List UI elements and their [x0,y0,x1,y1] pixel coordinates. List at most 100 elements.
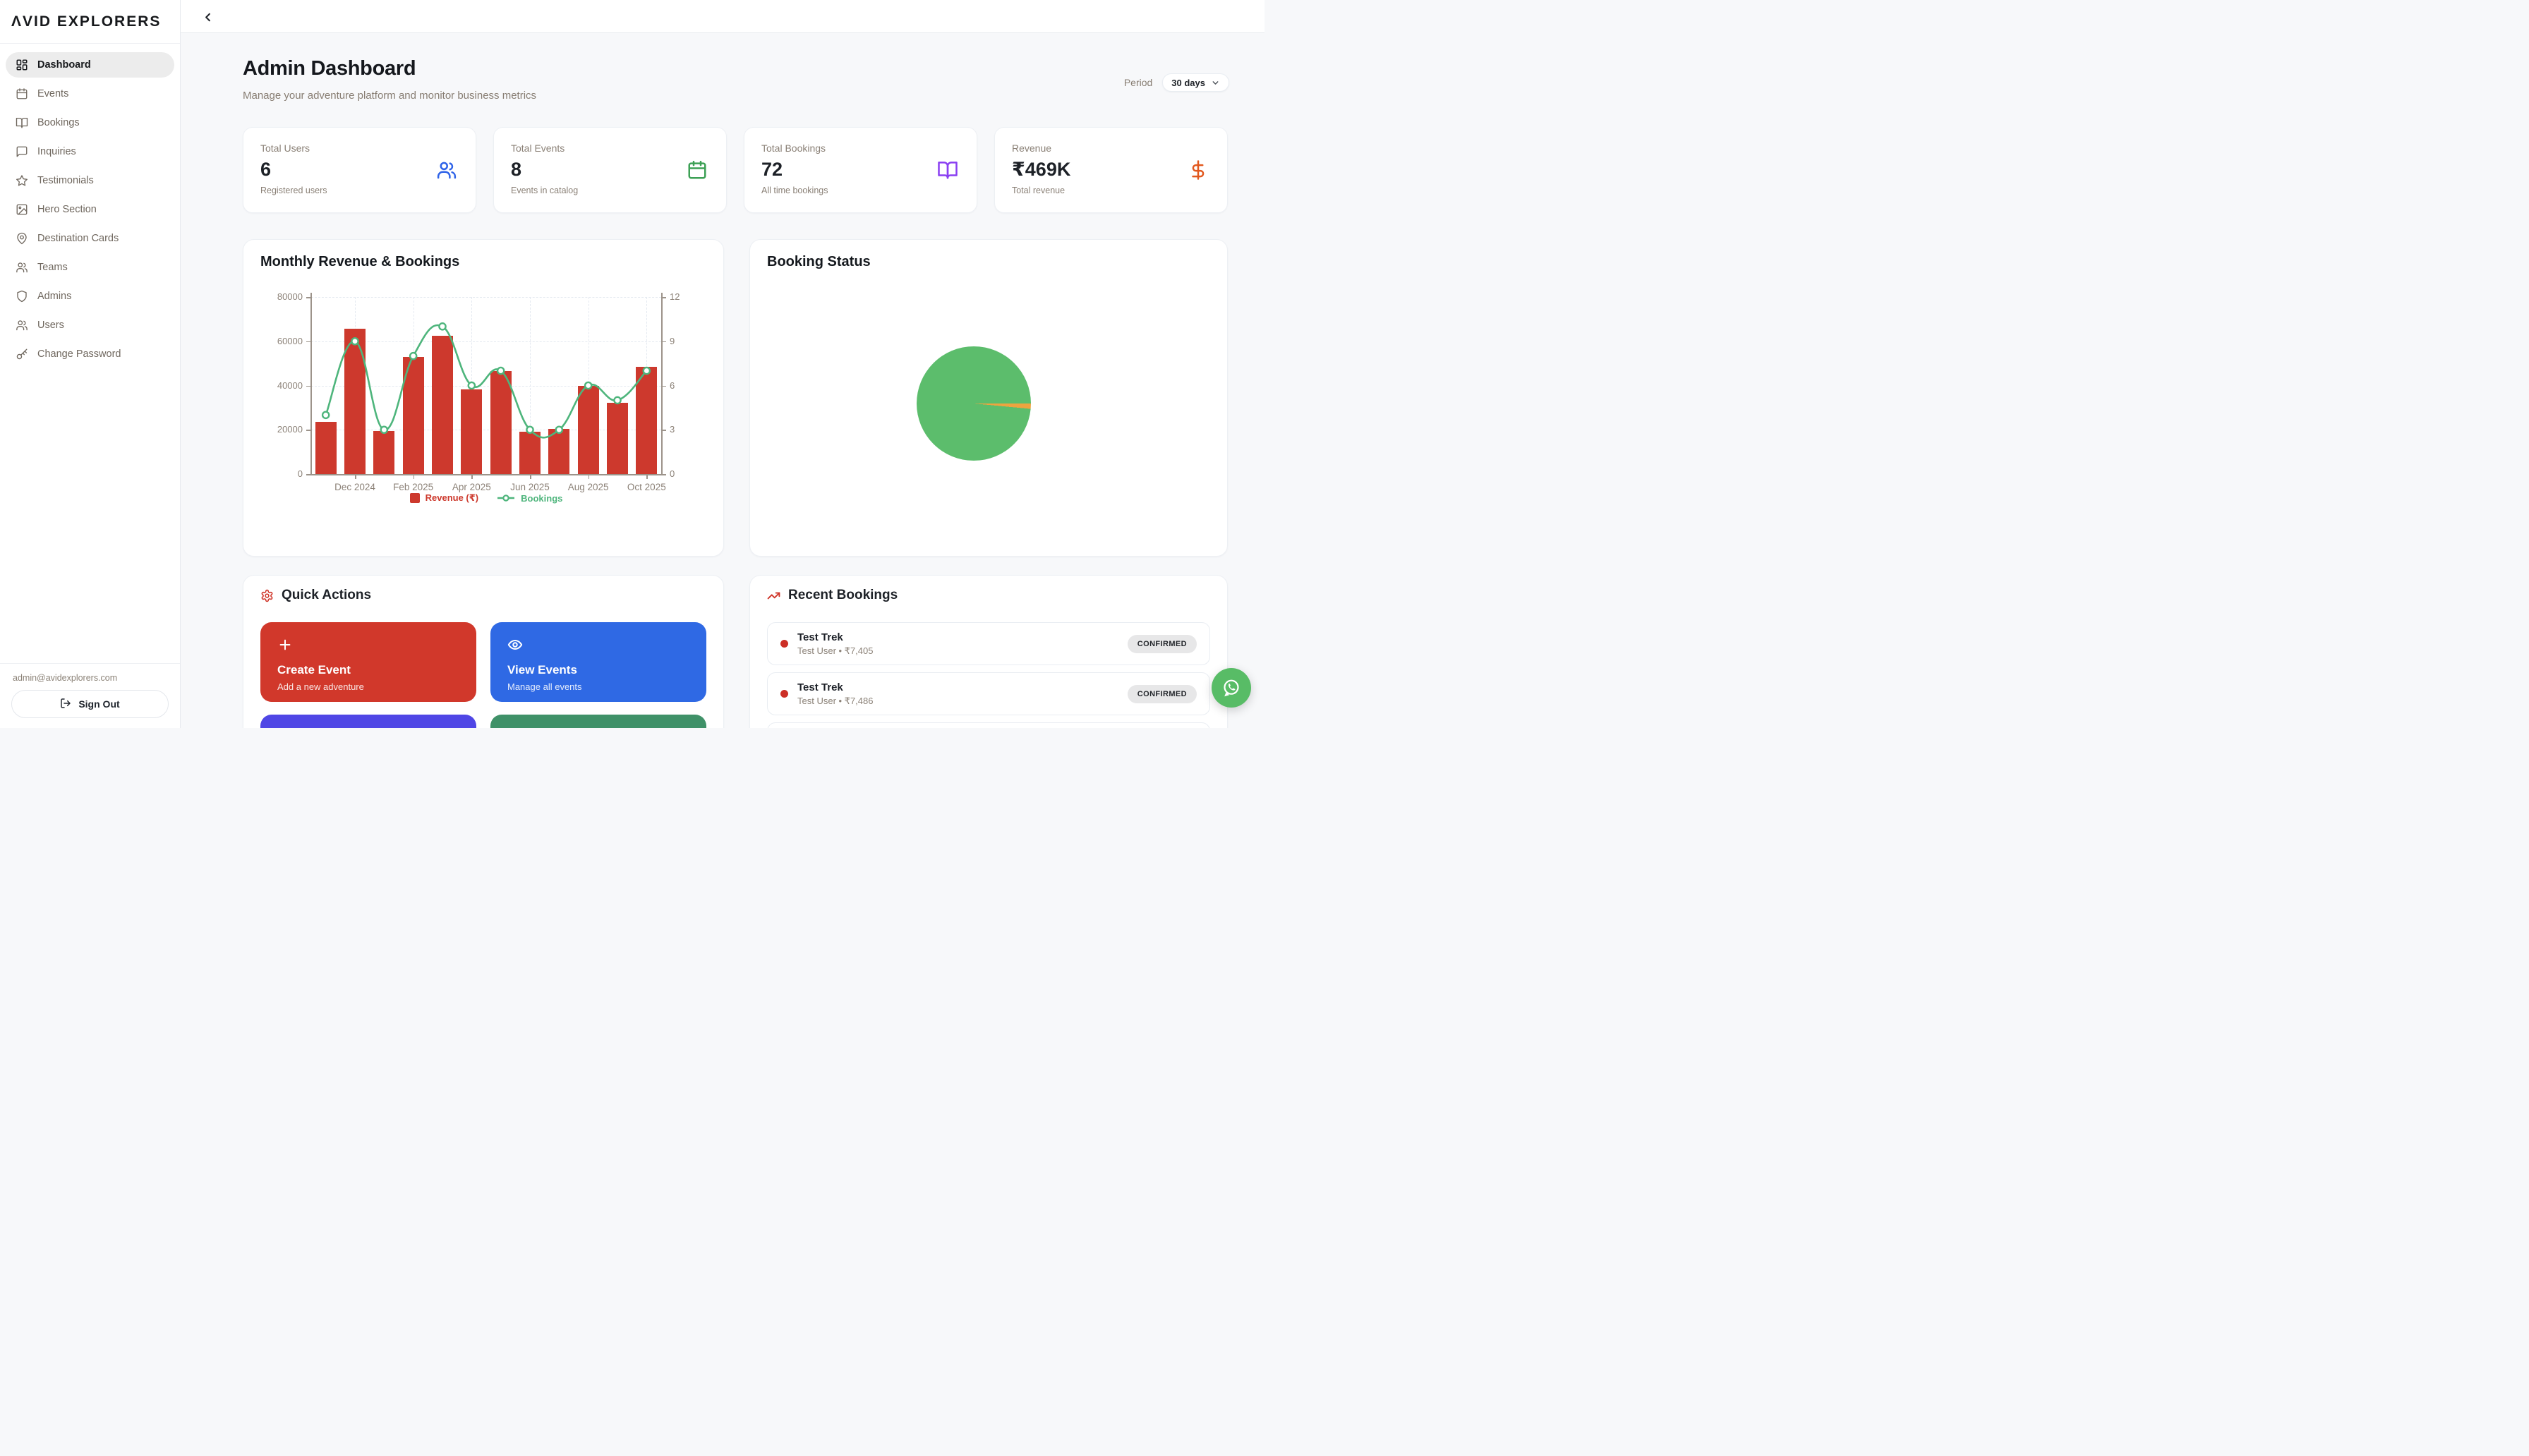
quick-actions-header: Quick Actions [260,588,371,603]
sidebar-item-label: Admins [37,291,72,302]
stat-value: ₹469K [1012,159,1071,180]
sidebar-item-users[interactable]: Users [6,313,174,338]
sign-out-button[interactable]: Sign Out [11,690,169,718]
revenue-bar [636,367,658,474]
sidebar-item-testimonials[interactable]: Testimonials [6,168,174,193]
sidebar-item-inquiries[interactable]: Inquiries [6,139,174,164]
map-pin-icon [16,232,28,245]
revenue-bookings-chart: 0 20000 40000 60000 80000 0 3 6 9 12 Dec 2024 Feb 2… [277,291,680,492]
revenue-bar [490,370,512,474]
stat-sublabel: Registered users [260,186,327,195]
sidebar-item-admins[interactable]: Admins [6,284,174,309]
sidebar-item-label: Hero Section [37,204,97,215]
recent-bookings-title: Recent Bookings [788,588,898,602]
quick-action-view-events-button[interactable]: View Events Manage all events [490,622,706,702]
quick-action-button-partial[interactable] [260,715,476,728]
sidebar-item-label: Dashboard [37,59,91,71]
sidebar-item-label: Inquiries [37,146,76,157]
revenue-bar [432,335,453,474]
whatsapp-icon [1224,679,1239,697]
whatsapp-button[interactable] [1212,668,1251,708]
layout-dashboard-icon [16,59,28,71]
revenue-bar [577,385,599,474]
quick-actions-grid: Create Event Add a new adventure View Even… [260,622,706,728]
booking-status-title: Booking Status [767,254,871,269]
booking-list-item [767,722,1210,728]
star-icon [16,174,28,187]
sidebar-collapse-button[interactable] [199,8,216,25]
period-select[interactable]: 30 days [1162,73,1229,92]
stat-label: Revenue [1012,142,1052,154]
sidebar-nav: Dashboard Events Bookings Inquiries Testimon… [0,44,180,367]
sidebar-item-teams[interactable]: Teams [6,255,174,280]
booking-status-pie [917,346,1031,461]
plus-icon [277,637,293,653]
book-open-icon [937,159,958,181]
booking-title: Test Trek [797,631,843,643]
dollar-sign-icon [1188,159,1209,181]
sidebar-item-change-password[interactable]: Change Password [6,341,174,367]
stat-label: Total Events [511,142,565,154]
logout-icon [60,698,71,711]
stat-value: 8 [511,159,522,180]
sidebar-item-label: Teams [37,262,68,273]
booking-status-card: Booking Status [749,239,1228,557]
legend-bookings: Bookings [497,493,562,504]
shield-icon [16,290,28,303]
page-subtitle: Manage your adventure platform and monit… [243,90,537,102]
period-label: Period [1123,77,1153,88]
booking-list-item: Test Trek Test User • ₹7,486 CONFIRMED [767,672,1210,715]
booking-list-item: Test Trek Test User • ₹7,405 CONFIRMED [767,622,1210,665]
legend-bookings-marker [497,495,515,502]
legend-revenue-swatch [409,493,420,503]
stat-label: Total Bookings [761,142,826,154]
quick-action-button-partial[interactable] [490,715,706,728]
stat-value: 6 [260,159,272,180]
status-badge: CONFIRMED [1127,634,1197,653]
sidebar-item-label: Users [37,320,64,331]
sidebar-item-destination-cards[interactable]: Destination Cards [6,226,174,251]
revenue-bar [461,389,483,474]
sidebar: ΛVID EXPLORERS Dashboard Events Bookings In… [0,0,181,728]
book-open-icon [16,116,28,129]
sidebar-item-events[interactable]: Events [6,81,174,107]
stat-value: 72 [761,159,783,180]
period-value: 30 days [1171,77,1205,88]
stat-sublabel: Total revenue [1012,186,1066,195]
booking-title: Test Trek [797,681,843,693]
quick-action-title: View Events [507,663,577,677]
gear-icon [260,589,274,602]
revenue-bar [548,428,570,474]
sidebar-item-hero-section[interactable]: Hero Section [6,197,174,222]
message-square-icon [16,145,28,158]
stat-card-revenue: Revenue ₹469K Total revenue [994,127,1228,213]
stat-card-total-events: Total Events 8 Events in catalog [493,127,727,213]
image-icon [16,203,28,216]
chevron-down-icon [1211,78,1220,87]
sidebar-item-dashboard[interactable]: Dashboard [6,52,174,78]
quick-action-create-event-button[interactable]: Create Event Add a new adventure [260,622,476,702]
trending-up-icon [767,589,780,602]
users-icon [436,159,457,181]
revenue-bar [373,430,395,474]
recent-bookings-header: Recent Bookings [767,588,898,603]
stat-sublabel: All time bookings [761,186,828,195]
chart-legend: Revenue (₹) Bookings [311,492,661,504]
recent-bookings-list: Test Trek Test User • ₹7,405 CONFIRMED Test… [767,622,1210,728]
revenue-bookings-card: Monthly Revenue & Bookings 0 20000 40000 60… [243,239,724,557]
sidebar-item-bookings[interactable]: Bookings [6,110,174,135]
sidebar-header: ΛVID EXPLORERS [0,0,180,44]
booking-subtitle: Test User • ₹7,486 [797,695,874,706]
sidebar-item-label: Destination Cards [37,233,119,244]
admin-dashboard-app: ΛVID EXPLORERS Dashboard Events Bookings In… [0,0,1264,728]
sign-out-label: Sign Out [78,698,120,710]
stat-card-total-bookings: Total Bookings 72 All time bookings [744,127,977,213]
status-dot [780,640,788,648]
stat-card-total-users: Total Users 6 Registered users [243,127,476,213]
brand-logo: ΛVID EXPLORERS [11,13,162,30]
calendar-icon [687,159,708,181]
users-icon [16,319,28,332]
stat-sublabel: Events in catalog [511,186,579,195]
sidebar-item-label: Events [37,88,69,99]
quick-actions-title: Quick Actions [282,588,372,602]
